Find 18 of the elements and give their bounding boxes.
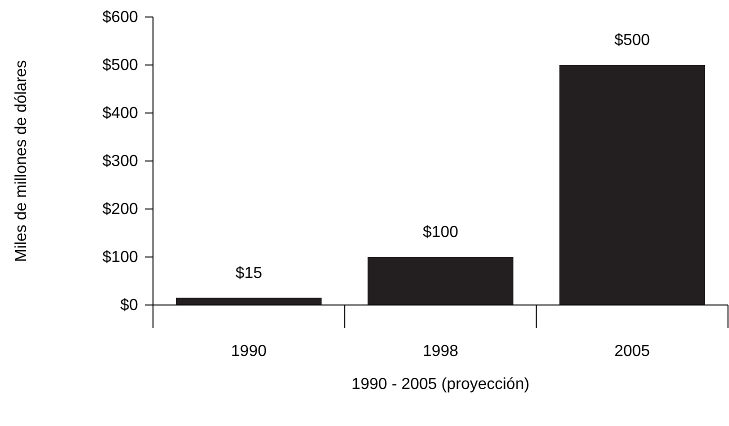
x-tick-label: 1998	[422, 343, 458, 360]
data-label: $15	[235, 264, 262, 282]
y-tick-label: $500	[102, 57, 138, 74]
data-label: $100	[422, 224, 458, 241]
x-axis-title: 1990 - 2005 (proyección)	[352, 376, 530, 393]
bar	[368, 257, 514, 305]
bar	[176, 298, 322, 305]
y-tick-label: $400	[102, 105, 138, 122]
y-tick-label: $0	[120, 297, 138, 314]
data-label: $500	[614, 32, 650, 49]
y-axis-title: Miles de millones de dólares	[13, 60, 30, 262]
x-tick-label: 2005	[614, 343, 650, 360]
y-tick-label: $600	[102, 9, 138, 26]
x-tick-label: 1990	[231, 343, 267, 360]
bar	[559, 65, 705, 305]
y-tick-label: $100	[102, 249, 138, 266]
y-tick-label: $300	[102, 153, 138, 170]
y-tick-label: $200	[102, 201, 138, 218]
